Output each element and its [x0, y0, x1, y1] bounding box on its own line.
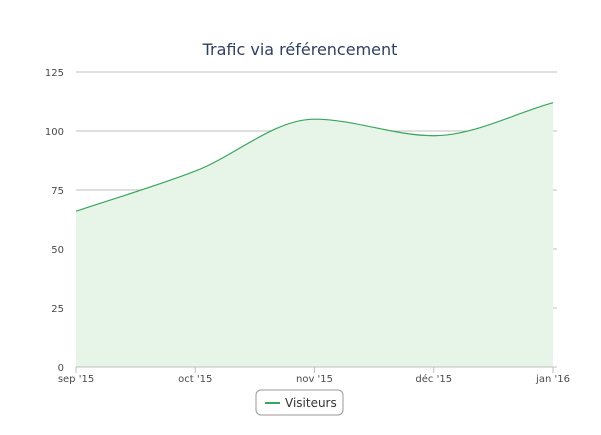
legend-box[interactable]: [255, 389, 344, 416]
y-tick-label: 50: [51, 245, 64, 256]
y-tick-label: 0: [58, 363, 64, 374]
x-axis: sep '15 oct '15 nov '15 déc '15 jan '16: [58, 366, 570, 385]
series-area-visiteurs: [76, 102, 553, 368]
x-tick-label: déc '15: [415, 373, 452, 385]
y-tick-label: 75: [51, 186, 64, 197]
series-line-visiteurs[interactable]: [75, 102, 554, 212]
legend-label: Visiteurs: [285, 396, 337, 410]
y-axis: 0 25 50 75 100 125: [45, 68, 64, 374]
x-tick-label: sep '15: [58, 374, 94, 385]
y-tick-label: 100: [45, 127, 64, 138]
x-tick-label: nov '15: [296, 374, 333, 385]
plot-area: [75, 102, 554, 368]
legend[interactable]: Visiteurs: [255, 389, 344, 416]
y-tick-label: 25: [51, 304, 64, 315]
x-tick-label: jan '16: [535, 374, 570, 385]
chart-title: Trafic via référencement: [202, 40, 398, 59]
y-tick-label: 125: [45, 68, 64, 79]
x-tick-label: oct '15: [178, 374, 212, 385]
